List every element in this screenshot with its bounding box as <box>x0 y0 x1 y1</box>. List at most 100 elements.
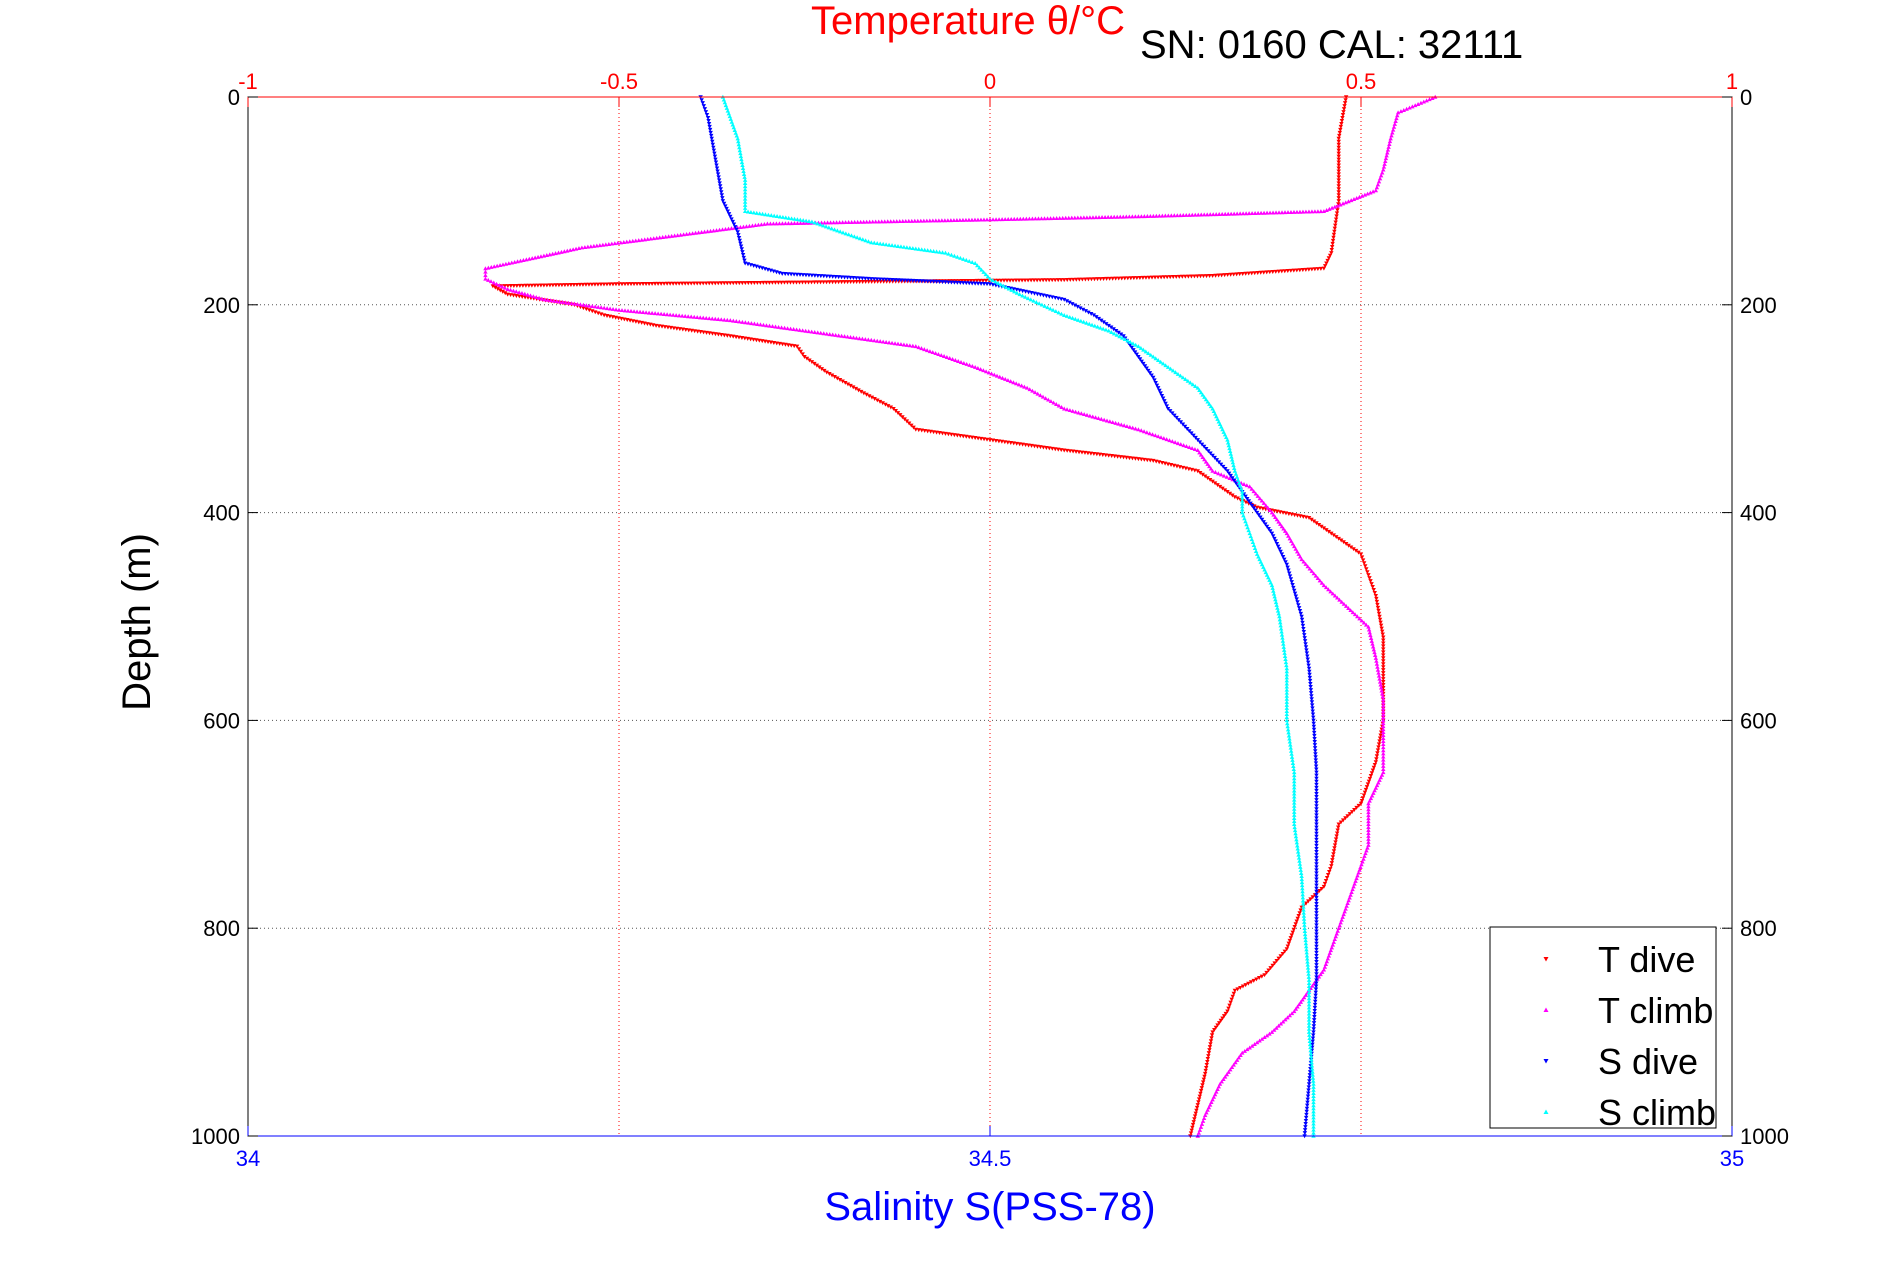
data-point <box>1366 822 1371 827</box>
data-point <box>1292 785 1297 790</box>
data-point <box>1302 633 1307 638</box>
data-point <box>1298 864 1303 869</box>
data-point <box>509 260 514 265</box>
data-point <box>1099 215 1105 220</box>
data-point <box>598 305 604 310</box>
data-point <box>1352 612 1358 617</box>
data-point <box>1329 251 1334 256</box>
data-point <box>870 219 875 224</box>
data-point <box>613 282 619 287</box>
data-point <box>493 285 498 290</box>
data-point <box>904 245 910 250</box>
data-point <box>712 151 717 156</box>
data-point <box>1133 342 1138 347</box>
data-point <box>1262 973 1267 978</box>
data-point <box>1201 1115 1207 1120</box>
data-point <box>1375 664 1380 669</box>
data-point <box>737 319 742 324</box>
data-point <box>1261 210 1267 215</box>
data-point <box>548 298 553 303</box>
data-point <box>1314 944 1319 949</box>
data-point <box>685 281 691 286</box>
data-point <box>1170 411 1175 416</box>
data-point <box>1184 444 1189 449</box>
data-point <box>1320 969 1325 974</box>
data-point <box>1303 938 1308 943</box>
data-point <box>1189 446 1195 451</box>
data-point <box>1203 1068 1208 1073</box>
data-point <box>1088 312 1094 316</box>
data-point <box>565 283 571 288</box>
data-point <box>514 283 520 288</box>
data-point <box>845 280 850 285</box>
data-point <box>628 282 634 287</box>
data-point <box>1184 212 1189 217</box>
data-point <box>1164 275 1170 280</box>
data-point <box>692 281 697 286</box>
data-point <box>1157 388 1162 393</box>
data-point <box>869 337 874 342</box>
data-point <box>1336 199 1341 204</box>
data-point <box>1200 1080 1206 1085</box>
data-point <box>1005 378 1011 383</box>
data-point <box>1336 163 1341 168</box>
data-point <box>729 217 734 222</box>
y-axis-tick-label-right: 0 <box>1740 85 1752 110</box>
data-point <box>885 219 890 224</box>
data-point <box>745 209 751 214</box>
data-point <box>1289 933 1294 938</box>
data-point <box>1270 534 1276 539</box>
data-point <box>836 333 841 338</box>
data-point <box>1001 283 1006 288</box>
data-point <box>1314 853 1319 858</box>
data-point <box>1081 215 1087 220</box>
data-point <box>809 329 814 334</box>
data-point <box>1381 683 1386 687</box>
data-point <box>1231 478 1237 483</box>
data-point <box>1306 209 1312 214</box>
data-point <box>822 220 827 225</box>
data-point <box>1301 907 1306 912</box>
data-point <box>1291 927 1296 932</box>
y-axis-tick-label-right: 400 <box>1740 501 1777 526</box>
data-point <box>1297 861 1303 866</box>
data-point <box>1371 647 1377 652</box>
data-point <box>1175 371 1181 376</box>
data-point <box>1300 997 1305 1002</box>
data-point <box>1311 1112 1316 1117</box>
data-point <box>1247 531 1252 536</box>
data-point <box>1331 232 1337 237</box>
data-point <box>949 252 954 257</box>
data-point <box>904 342 910 347</box>
data-point <box>1166 213 1171 218</box>
data-point <box>728 318 733 323</box>
data-point <box>1336 190 1341 195</box>
data-point <box>1005 217 1011 221</box>
data-point <box>682 281 688 286</box>
data-point <box>547 283 553 288</box>
data-point <box>1314 932 1319 937</box>
data-point <box>1125 276 1130 281</box>
data-point <box>1259 498 1265 503</box>
data-point <box>1266 968 1271 973</box>
data-point <box>667 312 673 317</box>
data-point <box>1220 1016 1225 1021</box>
data-point <box>1314 978 1319 983</box>
data-point <box>637 282 643 287</box>
data-point <box>895 341 901 346</box>
data-point <box>1236 1055 1242 1060</box>
data-point <box>568 283 574 288</box>
data-point <box>1390 130 1395 135</box>
data-point <box>895 411 901 416</box>
data-point <box>551 298 556 303</box>
data-point <box>829 373 835 378</box>
data-point <box>1312 730 1317 735</box>
data-point <box>596 304 601 309</box>
data-point <box>977 265 982 270</box>
data-point <box>1314 923 1319 928</box>
data-point <box>975 366 981 370</box>
data-point <box>1154 213 1159 218</box>
data-point <box>1305 1094 1311 1099</box>
data-point <box>742 184 748 189</box>
data-point <box>1070 315 1075 320</box>
